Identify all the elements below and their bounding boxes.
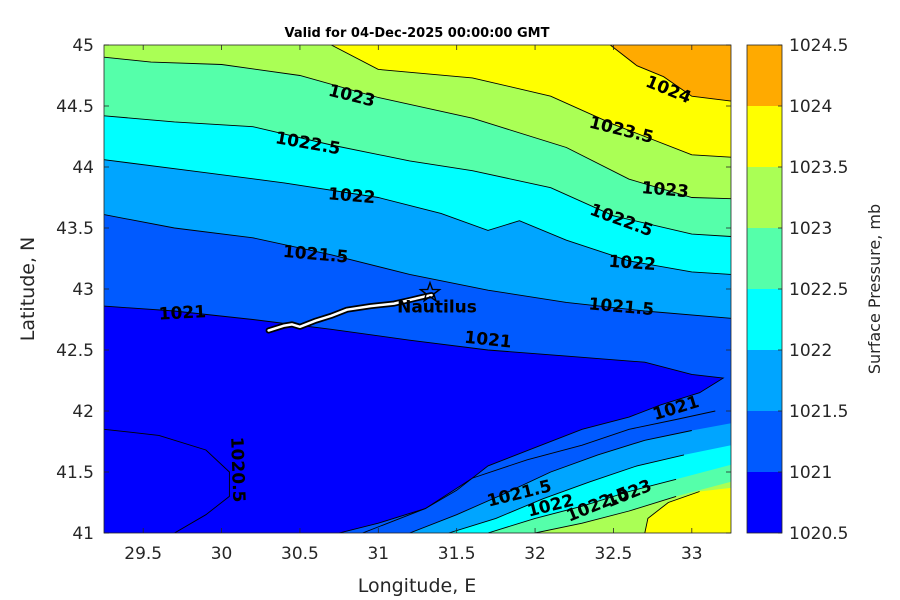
colorbar-title: Surface Pressure, mb — [865, 204, 884, 374]
y-tick-label: 42.5 — [56, 341, 94, 361]
contour-plot-area: 10241023.5102310231022.51022.51022102210… — [104, 45, 731, 533]
contour-line-1022.5 — [104, 115, 731, 237]
colorbar-swatch-1022.5 — [747, 228, 782, 289]
colorbar-swatch-1023 — [747, 167, 782, 228]
se-contour-line-1 — [409, 430, 692, 533]
colorbar-swatch-1021 — [747, 411, 782, 472]
colorbar-swatch-1024 — [747, 45, 782, 106]
contour-label: 1023 — [641, 178, 690, 202]
colorbar: 1020.5 1021 1021.5 1022 1022.5 1023 1023.5 1024… — [746, 36, 848, 544]
se-contour-line-4 — [535, 495, 677, 533]
se-contour-line-2 — [448, 454, 685, 533]
colorbar-tick-label: 1021.5 — [789, 402, 848, 422]
contour-label: 1022 — [608, 252, 657, 275]
y-tick-label: 45 — [72, 36, 94, 56]
y-tick-label: 43 — [72, 280, 94, 300]
x-axis-title: Longitude, E — [358, 575, 477, 597]
y-tick-label: 41 — [72, 524, 94, 544]
y-axis: 41 41.5 42 42.5 43 43.5 44 44.5 45 — [56, 36, 731, 544]
ship-position-star-icon — [418, 280, 442, 303]
y-axis-title: Latitude, N — [17, 237, 39, 342]
y-tick-label: 41.5 — [56, 463, 94, 483]
contour-line-1020.5 — [104, 428, 230, 533]
contour-line-1022 — [104, 159, 731, 275]
colorbar-tick-label: 1024 — [789, 97, 832, 117]
x-tick-label: 32 — [524, 544, 546, 564]
colorbar-swatch-1020.5 — [747, 472, 782, 533]
colorbar-tick-label: 1022.5 — [789, 280, 848, 300]
contour-line-1021 — [104, 305, 725, 533]
colorbar-tick-label: 1023.5 — [789, 158, 848, 178]
ship-name-label: Nautilus — [397, 298, 477, 318]
y-tick-label: 44 — [72, 158, 94, 178]
contour-label: 1021 — [158, 302, 206, 324]
colorbar-tick-label: 1023 — [789, 219, 832, 239]
y-tick-label: 42 — [72, 402, 94, 422]
se-contour-line-5 — [644, 491, 700, 533]
x-tick-label: 33 — [681, 544, 703, 564]
contour-label: 1021 — [463, 328, 512, 353]
x-tick-label: 32.5 — [595, 544, 633, 564]
pressure-band-1024 — [610, 45, 731, 102]
colorbar-swatch-1022 — [747, 289, 782, 350]
y-tick-label: 44.5 — [56, 97, 94, 117]
contour-line-1023.5 — [331, 45, 731, 158]
x-tick-label: 30 — [211, 544, 233, 564]
x-tick-label: 31.5 — [438, 544, 476, 564]
colorbar-swatch-1023.5 — [747, 106, 782, 167]
y-tick-label: 43.5 — [56, 219, 94, 239]
se-pressure-band-5 — [644, 487, 731, 533]
x-tick-label: 29.5 — [124, 544, 162, 564]
x-tick-label: 31 — [367, 544, 389, 564]
contour-line-1021.5 — [104, 214, 731, 319]
colorbar-swatch-1021.5 — [747, 350, 782, 411]
pressure-band-1023.5 — [331, 45, 731, 158]
x-axis: 29.5 30 30.5 31 31.5 32 32.5 33 — [124, 45, 703, 564]
colorbar-tick-label: 1024.5 — [789, 36, 848, 56]
contour-line-1024 — [610, 45, 731, 102]
colorbar-tick-label: 1020.5 — [789, 524, 848, 544]
colorbar-tick-label: 1021 — [789, 463, 832, 483]
plot-title: Valid for 04-Dec-2025 00:00:00 GMT — [285, 26, 550, 41]
contour-label: 1022 — [327, 184, 376, 208]
se-contour-line-0 — [362, 410, 716, 533]
se-contour-line-3 — [487, 478, 677, 533]
ship-track — [267, 293, 433, 332]
contour-line-1023 — [104, 56, 731, 200]
colorbar-tick-label: 1022 — [789, 341, 832, 361]
contour-label: 1020.5 — [226, 436, 248, 502]
x-tick-label: 30.5 — [281, 544, 319, 564]
